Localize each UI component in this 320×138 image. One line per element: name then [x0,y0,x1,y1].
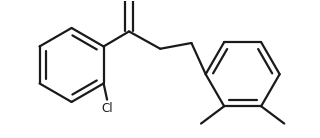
Text: Cl: Cl [101,102,113,115]
